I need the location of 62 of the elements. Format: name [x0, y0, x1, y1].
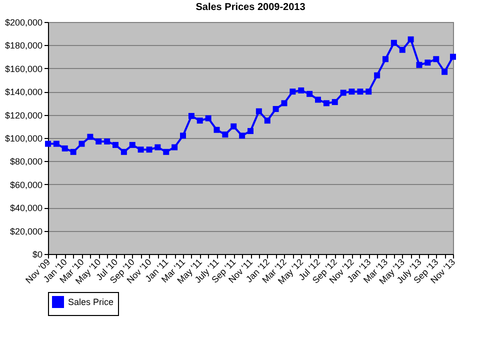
y-tick-label: $140,000: [4, 87, 42, 98]
point: [129, 142, 136, 148]
point: [163, 148, 170, 155]
point: [408, 36, 414, 42]
point: [214, 126, 220, 133]
point: [256, 108, 262, 114]
y-tick-label: $80,000: [10, 156, 42, 167]
point: [272, 106, 279, 112]
point: [112, 142, 118, 148]
point: [298, 87, 304, 94]
y-tick-label: $20,000: [10, 226, 42, 236]
point: [146, 146, 152, 153]
point: [315, 96, 321, 103]
point: [45, 140, 51, 147]
point: [306, 90, 313, 97]
point: [416, 62, 422, 68]
point: [230, 123, 237, 130]
point: [239, 132, 246, 139]
y-tick-label: $120,000: [4, 110, 42, 120]
y-tick-label: $40,000: [10, 203, 42, 214]
point: [390, 40, 397, 46]
y-tick-label: $100,000: [4, 134, 42, 144]
point: [332, 99, 338, 106]
point: [366, 88, 372, 95]
point: [340, 90, 346, 96]
point: [78, 140, 85, 147]
point: [281, 100, 288, 106]
y-tick-label: $0: [32, 250, 42, 260]
y-tick-label: $180,000: [4, 40, 42, 51]
point: [357, 88, 364, 95]
point: [433, 56, 440, 62]
point: [70, 148, 76, 155]
point: [264, 118, 270, 124]
point: [442, 68, 448, 75]
y-tick-label: $60,000: [10, 180, 42, 190]
point: [450, 54, 456, 60]
point: [104, 138, 110, 144]
legend-label: Sales Price: [68, 297, 114, 307]
point: [382, 56, 388, 62]
point: [290, 88, 296, 95]
point: [87, 134, 94, 140]
point: [172, 144, 178, 150]
point: [120, 148, 127, 155]
point: [196, 118, 203, 124]
point: [424, 60, 431, 66]
point: [248, 128, 254, 134]
y-tick-label: $160,000: [4, 64, 42, 74]
point: [348, 88, 355, 95]
point: [188, 112, 194, 119]
point: [399, 46, 406, 53]
point: [154, 144, 161, 150]
point: [62, 145, 68, 152]
point: [96, 138, 102, 144]
point: [138, 146, 144, 153]
y-tick-label: $200,000: [4, 18, 42, 28]
point: [323, 100, 330, 106]
point: [222, 132, 228, 138]
chart-title: Sales Prices 2009-2013: [196, 2, 306, 13]
point: [53, 140, 60, 147]
point: [374, 72, 380, 78]
point: [180, 132, 186, 139]
point: [205, 115, 212, 122]
